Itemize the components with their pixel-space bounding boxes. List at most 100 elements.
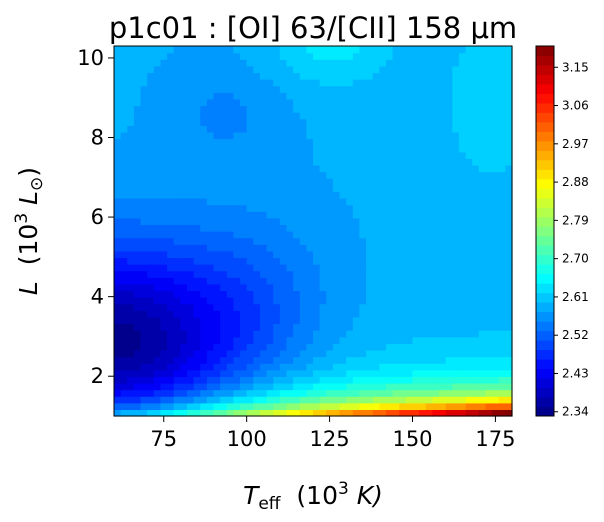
contour-cell	[339, 46, 347, 54]
contour-cell	[213, 52, 221, 60]
contour-cell	[379, 164, 387, 173]
contour-cell	[445, 369, 453, 377]
contour-cell	[392, 369, 400, 377]
contour-cell	[153, 65, 162, 74]
contour-cell	[319, 112, 327, 120]
contour-cell	[465, 244, 473, 252]
contour-cell	[246, 290, 254, 298]
contour-cell	[226, 92, 234, 100]
contour-cell	[147, 92, 155, 100]
contour-cell	[458, 237, 467, 245]
contour-cell	[399, 184, 407, 192]
contour-cell	[392, 237, 400, 245]
contour-cell	[465, 363, 473, 371]
contour-cell	[133, 72, 142, 80]
contour-cell	[412, 363, 420, 371]
contour-cell	[359, 138, 367, 146]
contour-cell	[240, 257, 248, 265]
contour-cell	[425, 257, 433, 265]
contour-cell	[273, 290, 281, 298]
contour-cell	[293, 297, 301, 305]
contour-cell	[452, 303, 460, 311]
contour-cell	[372, 52, 380, 60]
contour-cell	[485, 59, 493, 67]
contour-cell	[306, 323, 314, 331]
contour-cell	[180, 356, 188, 364]
contour-cell	[167, 330, 175, 338]
contour-cell	[180, 138, 188, 146]
contour-cell	[379, 277, 387, 285]
contour-cell	[140, 323, 148, 331]
contour-cell	[240, 85, 248, 93]
contour-cell	[306, 237, 314, 245]
contour-cell	[339, 164, 347, 173]
contour-cell	[273, 151, 281, 159]
x-tick-label: 150	[392, 427, 432, 451]
contour-cell	[293, 303, 301, 311]
contour-cell	[359, 343, 367, 351]
contour-cell	[133, 184, 142, 192]
contour-cell	[352, 72, 361, 80]
contour-cell	[478, 59, 487, 67]
contour-cell	[186, 72, 195, 80]
contour-cell	[366, 231, 374, 239]
contour-cell	[392, 98, 400, 107]
contour-cell	[147, 336, 155, 344]
contour-cell	[326, 98, 334, 107]
contour-cell	[253, 217, 261, 225]
contour-cell	[326, 85, 334, 93]
contour-cell	[432, 145, 440, 153]
contour-cell	[233, 409, 241, 417]
contour-cell	[220, 112, 228, 120]
contour-cell	[120, 264, 128, 272]
contour-cell	[405, 376, 414, 384]
contour-cell	[392, 131, 400, 140]
contour-cell	[366, 224, 374, 232]
contour-cell	[339, 138, 347, 146]
contour-cell	[133, 164, 142, 173]
contour-cell	[133, 231, 142, 239]
contour-cell	[485, 46, 493, 54]
contour-cell	[127, 270, 135, 278]
contour-cell	[186, 65, 195, 74]
contour-cell	[233, 79, 241, 87]
contour-cell	[114, 224, 122, 232]
contour-cell	[458, 343, 467, 351]
contour-cell	[273, 303, 281, 311]
contour-cell	[173, 184, 181, 192]
contour-cell	[465, 178, 473, 186]
contour-cell	[273, 211, 281, 219]
contour-cell	[439, 356, 447, 364]
contour-cell	[286, 131, 294, 140]
contour-cell	[286, 65, 294, 74]
contour-cell	[319, 204, 327, 212]
contour-cell	[445, 204, 453, 212]
contour-cell	[439, 237, 447, 245]
contour-cell	[419, 303, 427, 311]
contour-cell	[412, 79, 420, 87]
contour-cell	[213, 72, 221, 80]
contour-cell	[193, 158, 201, 166]
contour-cell	[399, 204, 407, 212]
contour-cell	[220, 197, 228, 206]
contour-cell	[405, 237, 414, 245]
contour-cell	[313, 158, 321, 166]
contour-cell	[240, 297, 248, 305]
contour-cell	[133, 171, 142, 179]
contour-cell	[359, 349, 367, 358]
contour-cell	[220, 389, 228, 397]
contour-cell	[114, 92, 122, 100]
contour-cell	[213, 98, 221, 107]
contour-cell	[206, 389, 215, 397]
contour-cell	[233, 138, 241, 146]
contour-cell	[432, 290, 440, 298]
contour-cell	[372, 323, 380, 331]
contour-cell	[379, 369, 387, 377]
contour-cell	[379, 270, 387, 278]
contour-cell	[425, 59, 433, 67]
contour-cell	[372, 349, 380, 358]
contour-cell	[452, 79, 460, 87]
contour-cell	[127, 191, 135, 199]
contour-cell	[240, 316, 248, 325]
contour-cell	[412, 211, 420, 219]
